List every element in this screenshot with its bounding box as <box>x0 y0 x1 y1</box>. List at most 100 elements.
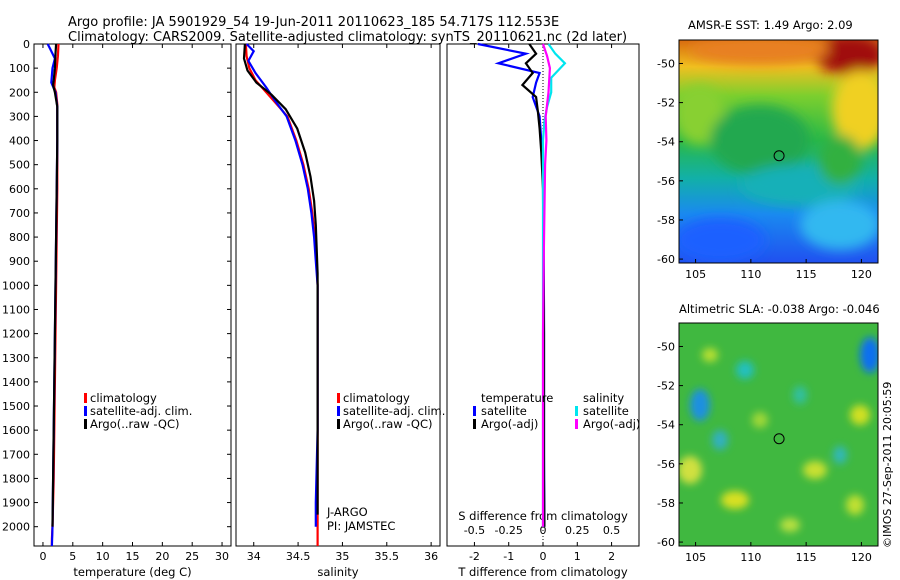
series-line-temperature-argo-adj- <box>520 43 546 527</box>
y-tick-label: 400 <box>9 135 30 148</box>
y-tick-label: 100 <box>9 62 30 75</box>
annotation-j-argo: J-ARGO <box>326 505 368 519</box>
legend-label-climatology: climatology <box>90 391 157 405</box>
legend-label-t-argo: Argo(-adj) <box>481 417 538 431</box>
legend-title-temperature: temperature <box>481 391 553 405</box>
series-line-satellite-adj-clim- <box>245 43 319 527</box>
temperature-panel: 0100200300400500600700800900100011001200… <box>2 38 232 579</box>
y-tick-label: -54 <box>657 419 675 432</box>
x-tick-label: 20 <box>155 550 169 563</box>
legend-swatch-argo <box>84 419 87 429</box>
legend-swatch-s-satellite <box>575 406 578 416</box>
salinity-legend: climatology satellite-adj. clim. Argo(..… <box>337 391 445 431</box>
y-tick-label: 300 <box>9 110 30 123</box>
y-tick-label: 1700 <box>2 448 30 461</box>
series-line-climatology <box>244 43 319 546</box>
x-tick-label: 25 <box>185 550 199 563</box>
series-line-argo-raw-qc- <box>242 43 319 515</box>
x-axis-label: T difference from climatology <box>457 565 628 579</box>
x-axis-label: temperature (deg C) <box>73 565 191 579</box>
map-frame <box>678 39 879 264</box>
y-tick-label: -56 <box>657 175 675 188</box>
legend-swatch-climatology <box>337 393 340 403</box>
legend-label-s-argo: Argo(-adj) <box>583 417 640 431</box>
legend-swatch-satellite <box>337 406 340 416</box>
float-position-marker <box>773 150 785 162</box>
s-tick-label: -0.25 <box>494 524 522 537</box>
y-tick-label: 1800 <box>2 472 30 485</box>
temperature-legend: climatology satellite-adj. clim. Argo(..… <box>84 391 192 431</box>
annotation-pi-jamstec: PI: JAMSTEC <box>327 519 395 533</box>
s-tick-label: 0.5 <box>603 524 621 537</box>
legend-label-satellite: satellite-adj. clim. <box>343 404 445 418</box>
y-tick-label: -52 <box>657 97 675 110</box>
y-tick-label: -52 <box>657 380 675 393</box>
x-tick-label: 15 <box>126 550 140 563</box>
x-tick-label: 5 <box>69 550 76 563</box>
x-tick-label: 30 <box>215 550 229 563</box>
x-axis-label: salinity <box>317 565 358 579</box>
legend-label-argo: Argo(..raw -QC) <box>90 417 180 431</box>
sst-map-title: AMSR-E SST: 1.49 Argo: 2.09 <box>688 18 853 32</box>
x-tick-label: 10 <box>96 550 110 563</box>
y-tick-label: 800 <box>9 231 30 244</box>
s-tick-label: 0 <box>540 524 547 537</box>
legend-swatch-s-argo <box>575 419 578 429</box>
x-tick-label: 2 <box>608 550 615 563</box>
x-tick-label: -1 <box>503 550 514 563</box>
x-tick-label: -2 <box>469 550 480 563</box>
x-tick-label: 105 <box>685 268 706 281</box>
y-tick-label: 600 <box>9 183 30 196</box>
x-tick-label: 120 <box>851 268 872 281</box>
x-tick-label: 120 <box>851 551 872 564</box>
x-tick-label: 35 <box>335 550 349 563</box>
x-tick-label: 110 <box>740 268 761 281</box>
y-tick-label: -60 <box>657 253 675 266</box>
plot-frame <box>235 43 441 547</box>
y-tick-label: -50 <box>657 340 675 353</box>
sla-map-title: Altimetric SLA: -0.038 Argo: -0.046 <box>679 302 880 316</box>
y-tick-label: 1400 <box>2 376 30 389</box>
y-tick-label: 200 <box>9 86 30 99</box>
y-tick-label: 1200 <box>2 328 30 341</box>
x-tick-label: 115 <box>796 551 817 564</box>
legend-swatch-t-satellite <box>473 406 476 416</box>
legend-swatch-satellite <box>84 406 87 416</box>
y-tick-label: 1600 <box>2 424 30 437</box>
legend-title-salinity: salinity <box>583 391 624 405</box>
x-tick-label: 115 <box>796 268 817 281</box>
y-tick-label: 1300 <box>2 352 30 365</box>
x-tick-label: 1 <box>574 550 581 563</box>
salinity-panel: 34 34.5 35 35.5 36 salinity <box>235 43 441 579</box>
map-frame <box>678 322 879 547</box>
y-tick-label: -60 <box>657 536 675 549</box>
x-tick-label: 105 <box>685 551 706 564</box>
legend-label-satellite: satellite-adj. clim. <box>90 404 192 418</box>
x-tick-label: 34.5 <box>286 550 311 563</box>
sla-map-axes: 105 110 115 120 -50 -52 -54 -56 -58 -60 <box>657 322 879 564</box>
y-tick-label: 0 <box>23 38 30 51</box>
plot-frame <box>33 43 232 547</box>
float-position-marker <box>773 433 785 445</box>
x-tick-label: 0 <box>540 550 547 563</box>
s-tick-label: -0.5 <box>464 524 485 537</box>
legend-label-argo: Argo(..raw -QC) <box>343 417 433 431</box>
legend-label-climatology: climatology <box>343 391 410 405</box>
figure-title-line1: Argo profile: JA 5901929_54 19-Jun-2011 … <box>68 15 559 30</box>
series-line-argo-raw-qc- <box>51 43 59 527</box>
series-line-temperature-satellite <box>477 42 546 527</box>
sst-map-axes: 105 110 115 120 -50 -52 -54 -56 -58 -60 <box>657 39 879 281</box>
series-line-salinity-argo-adj- <box>541 43 552 527</box>
x-tick-label: 110 <box>740 551 761 564</box>
y-tick-label: 1100 <box>2 303 30 316</box>
figure-title-line2: Climatology: CARS2009. Satellite-adjuste… <box>68 30 627 45</box>
y-tick-label: 2000 <box>2 521 30 534</box>
y-tick-label: -54 <box>657 136 675 149</box>
y-tick-label: -58 <box>657 497 675 510</box>
legend-swatch-t-argo <box>473 419 476 429</box>
y-tick-label: 1000 <box>2 279 30 292</box>
sla-map-image <box>679 323 878 546</box>
difference-panel: -2 -1 0 1 2 T difference from climatology -0.5… <box>446 42 640 579</box>
x-tick-label: 35.5 <box>375 550 400 563</box>
